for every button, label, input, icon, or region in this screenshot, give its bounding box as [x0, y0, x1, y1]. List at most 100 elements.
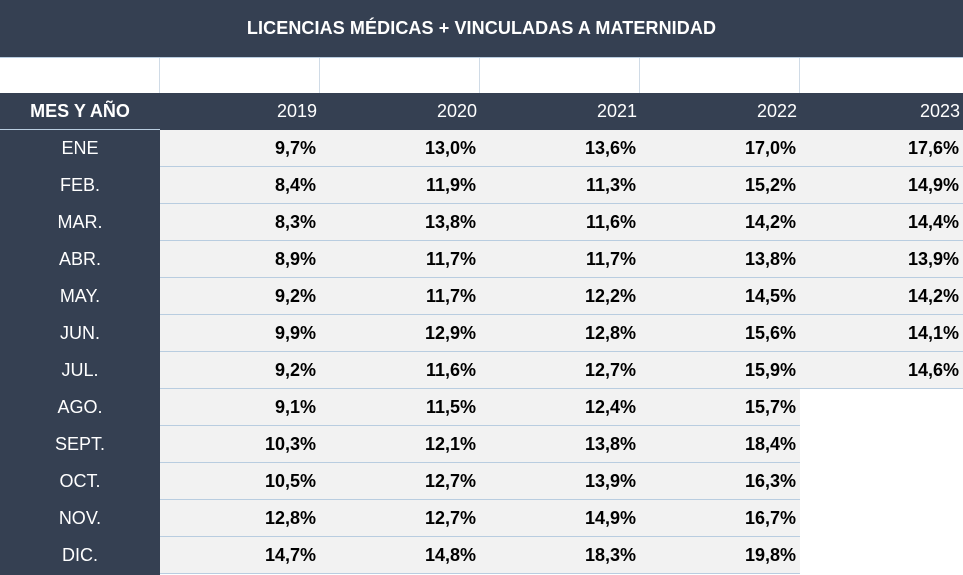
value-cell-2020[interactable]: 12,1%	[320, 426, 480, 463]
value-cell-2020[interactable]: 11,7%	[320, 278, 480, 315]
value-cell-2023[interactable]: 17,6%	[800, 130, 963, 167]
year-header-2020: 2020	[436, 101, 477, 121]
month-cell[interactable]: JUL.	[61, 360, 99, 380]
value-cell-2021[interactable]: 13,8%	[480, 426, 640, 463]
month-cell[interactable]: DIC.	[62, 545, 98, 565]
value-cell-2019[interactable]: 9,7%	[160, 130, 320, 167]
column-header-row: MES Y AÑO 2019 2020 2021 2022 2023	[0, 93, 963, 130]
value-cell-2023[interactable]: 14,6%	[800, 352, 963, 389]
value-cell-2021[interactable]: 11,3%	[480, 167, 640, 204]
value-cell-2023[interactable]	[800, 426, 963, 463]
value-cell-2022[interactable]: 15,2%	[640, 167, 800, 204]
value-cell-2020[interactable]: 11,7%	[320, 241, 480, 278]
value-cell-2022[interactable]: 14,2%	[640, 204, 800, 241]
year-header-2023: 2023	[919, 101, 960, 121]
value-cell-2021[interactable]: 11,7%	[480, 241, 640, 278]
value-cell-2023[interactable]: 13,9%	[800, 241, 963, 278]
month-cell[interactable]: OCT.	[59, 471, 101, 491]
value-cell-2021[interactable]: 12,2%	[480, 278, 640, 315]
value-cell-2023[interactable]	[800, 500, 963, 537]
month-cell[interactable]: MAY.	[59, 286, 101, 306]
value-cell-2022[interactable]: 15,6%	[640, 315, 800, 352]
value-cell-2020[interactable]: 12,9%	[320, 315, 480, 352]
empty-cell[interactable]	[640, 58, 800, 93]
month-cell[interactable]: NOV.	[58, 508, 102, 528]
value-cell-2023[interactable]: 14,9%	[800, 167, 963, 204]
value-cell-2020[interactable]: 11,9%	[320, 167, 480, 204]
value-cell-2022[interactable]: 16,7%	[640, 500, 800, 537]
value-cell-2019[interactable]: 10,3%	[160, 426, 320, 463]
year-header-2019: 2019	[276, 101, 317, 121]
year-header-2021: 2021	[596, 101, 637, 121]
value-cell-2020[interactable]: 13,8%	[320, 204, 480, 241]
value-cell-2021[interactable]: 18,3%	[480, 537, 640, 574]
empty-cell[interactable]	[0, 58, 160, 93]
value-cell-2022[interactable]: 14,5%	[640, 278, 800, 315]
table-row: FEB. 8,4% 11,9% 11,3% 15,2% 14,9%	[0, 167, 963, 204]
value-cell-2023[interactable]: 14,4%	[800, 204, 963, 241]
value-cell-2022[interactable]: 19,8%	[640, 537, 800, 574]
empty-cell[interactable]	[800, 58, 963, 93]
month-year-header: MES Y AÑO	[0, 93, 160, 130]
value-cell-2020[interactable]: 11,6%	[320, 352, 480, 389]
value-cell-2023[interactable]: 14,1%	[800, 315, 963, 352]
value-cell-2021[interactable]: 13,6%	[480, 130, 640, 167]
year-header-2022: 2022	[756, 101, 797, 121]
value-cell-2022[interactable]: 15,7%	[640, 389, 800, 426]
empty-cell[interactable]	[480, 58, 640, 93]
table-row: SEPT. 10,3% 12,1% 13,8% 18,4%	[0, 426, 963, 463]
value-cell-2021[interactable]: 12,8%	[480, 315, 640, 352]
month-column	[0, 130, 160, 575]
value-cell-2023[interactable]: 14,2%	[800, 278, 963, 315]
empty-row	[0, 57, 963, 93]
value-cell-2022[interactable]: 15,9%	[640, 352, 800, 389]
month-cell[interactable]: JUN.	[60, 323, 100, 343]
value-cell-2019[interactable]: 10,5%	[160, 463, 320, 500]
value-cell-2019[interactable]: 12,8%	[160, 500, 320, 537]
value-cell-2020[interactable]: 13,0%	[320, 130, 480, 167]
table-row: ENE 9,7% 13,0% 13,6% 17,0% 17,6%	[0, 130, 963, 167]
value-cell-2019[interactable]: 9,9%	[160, 315, 320, 352]
value-cell-2021[interactable]: 12,4%	[480, 389, 640, 426]
value-cell-2020[interactable]: 11,5%	[320, 389, 480, 426]
empty-cell[interactable]	[320, 58, 480, 93]
table-title: LICENCIAS MÉDICAS + VINCULADAS A MATERNI…	[0, 0, 963, 57]
table-row: OCT. 10,5% 12,7% 13,9% 16,3%	[0, 463, 963, 500]
value-cell-2021[interactable]: 14,9%	[480, 500, 640, 537]
value-cell-2021[interactable]: 12,7%	[480, 352, 640, 389]
table-row: MAR. 8,3% 13,8% 11,6% 14,2% 14,4%	[0, 204, 963, 241]
value-cell-2019[interactable]: 14,7%	[160, 537, 320, 574]
value-cell-2022[interactable]: 18,4%	[640, 426, 800, 463]
value-cell-2020[interactable]: 14,8%	[320, 537, 480, 574]
value-cell-2023[interactable]	[800, 389, 963, 426]
table-row: NOV. 12,8% 12,7% 14,9% 16,7%	[0, 500, 963, 537]
month-cell[interactable]: MAR.	[57, 212, 103, 232]
value-cell-2019[interactable]: 9,2%	[160, 352, 320, 389]
value-cell-2020[interactable]: 12,7%	[320, 463, 480, 500]
value-cell-2022[interactable]: 16,3%	[640, 463, 800, 500]
month-cell[interactable]: SEPT.	[54, 434, 106, 454]
value-cell-2023[interactable]	[800, 537, 963, 574]
value-cell-2022[interactable]: 17,0%	[640, 130, 800, 167]
month-cell[interactable]: ABR.	[58, 249, 101, 269]
value-cell-2023[interactable]	[800, 463, 963, 500]
value-cell-2021[interactable]: 11,6%	[480, 204, 640, 241]
table-row: AGO. 9,1% 11,5% 12,4% 15,7%	[0, 389, 963, 426]
value-cell-2019[interactable]: 8,4%	[160, 167, 320, 204]
table-row: DIC. 14,7% 14,8% 18,3% 19,8%	[0, 537, 963, 574]
value-cell-2022[interactable]: 13,8%	[640, 241, 800, 278]
empty-cell[interactable]	[160, 58, 320, 93]
month-cell[interactable]: FEB.	[59, 175, 100, 195]
value-cell-2019[interactable]: 8,3%	[160, 204, 320, 241]
table-body: ENE 9,7% 13,0% 13,6% 17,0% 17,6% FEB. 8,4% 11,9%…	[0, 130, 963, 575]
value-cell-2020[interactable]: 12,7%	[320, 500, 480, 537]
month-cell[interactable]: ENE	[61, 138, 99, 158]
value-cell-2019[interactable]: 9,1%	[160, 389, 320, 426]
value-cell-2019[interactable]: 9,2%	[160, 278, 320, 315]
table-row: JUL. 9,2% 11,6% 12,7% 15,9% 14,6%	[0, 352, 963, 389]
month-cell[interactable]: AGO.	[57, 397, 103, 417]
table-row: ABR. 8,9% 11,7% 11,7% 13,8% 13,9%	[0, 241, 963, 278]
value-cell-2021[interactable]: 13,9%	[480, 463, 640, 500]
value-cell-2019[interactable]: 8,9%	[160, 241, 320, 278]
